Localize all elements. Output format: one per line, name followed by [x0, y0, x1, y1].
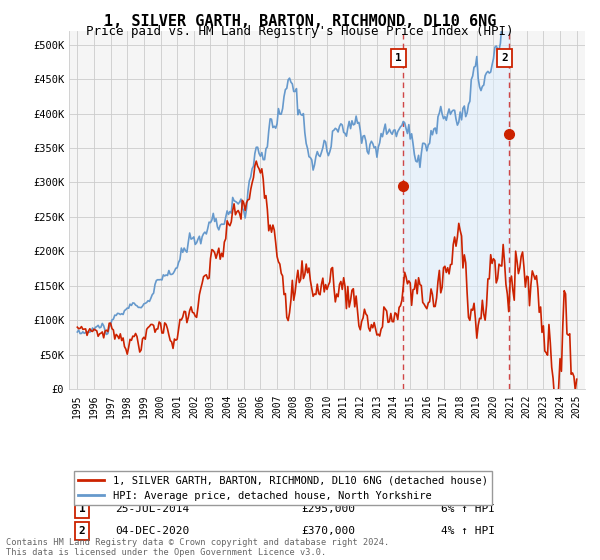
Text: 2: 2	[501, 53, 508, 63]
Text: £295,000: £295,000	[301, 504, 355, 514]
Text: 6% ↑ HPI: 6% ↑ HPI	[440, 504, 494, 514]
Text: 1: 1	[79, 504, 85, 514]
Text: 04-DEC-2020: 04-DEC-2020	[115, 526, 190, 536]
Text: Contains HM Land Registry data © Crown copyright and database right 2024.
This d: Contains HM Land Registry data © Crown c…	[6, 538, 389, 557]
Text: 25-JUL-2014: 25-JUL-2014	[115, 504, 190, 514]
Text: 1: 1	[395, 53, 402, 63]
Legend: 1, SILVER GARTH, BARTON, RICHMOND, DL10 6NG (detached house), HPI: Average price: 1, SILVER GARTH, BARTON, RICHMOND, DL10 …	[74, 472, 492, 505]
Text: 1, SILVER GARTH, BARTON, RICHMOND, DL10 6NG: 1, SILVER GARTH, BARTON, RICHMOND, DL10 …	[104, 14, 496, 29]
Text: £370,000: £370,000	[301, 526, 355, 536]
Text: 4% ↑ HPI: 4% ↑ HPI	[440, 526, 494, 536]
Text: 2: 2	[79, 526, 85, 536]
Text: Price paid vs. HM Land Registry's House Price Index (HPI): Price paid vs. HM Land Registry's House …	[86, 25, 514, 38]
